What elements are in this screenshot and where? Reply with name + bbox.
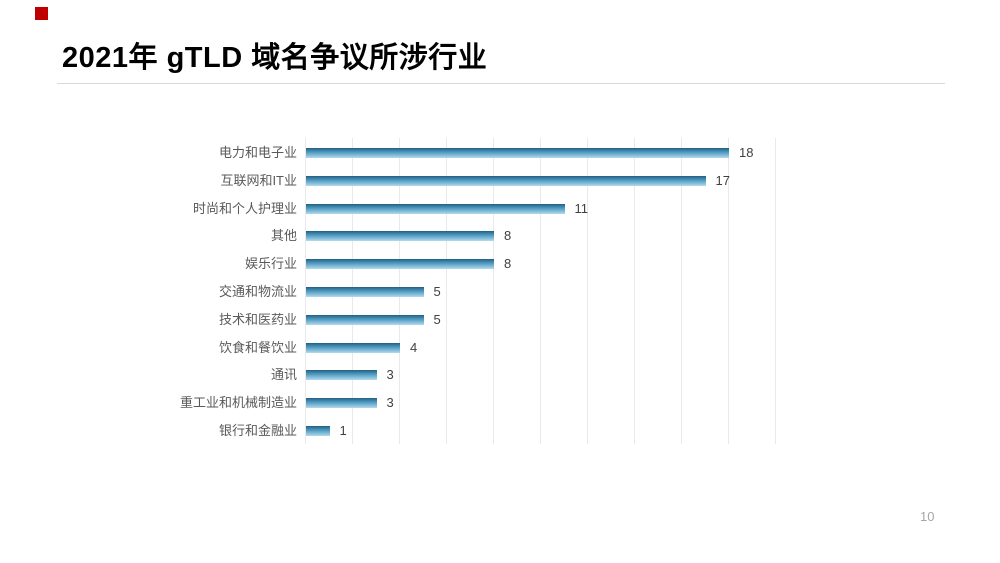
bar — [306, 148, 729, 158]
category-label: 交通和物流业 — [218, 284, 297, 299]
category-label: 通讯 — [270, 367, 297, 383]
chart-row: 银行和金融业 1 — [60, 417, 790, 445]
chart-row: 重工业和机械制造业 3 — [60, 389, 790, 417]
category-label: 电力和电子业 — [218, 145, 297, 160]
bar — [306, 259, 494, 270]
chart-row: 技术和医药业 5 — [60, 306, 790, 334]
category-label: 技术和医药业 — [218, 311, 297, 327]
gridline — [305, 138, 306, 444]
gridline — [540, 138, 541, 444]
gridline — [634, 138, 635, 444]
value-label: 8 — [504, 256, 512, 272]
category-label: 其他 — [270, 228, 297, 244]
bar — [306, 398, 377, 409]
gridline — [775, 138, 776, 444]
category-label: 重工业和机械制造业 — [179, 395, 297, 411]
gridline — [587, 138, 588, 444]
gridline — [681, 138, 682, 444]
bar — [306, 426, 330, 436]
value-label: 8 — [504, 228, 512, 244]
value-label: 1 — [339, 423, 347, 438]
value-label: 5 — [433, 284, 441, 299]
bar — [306, 231, 494, 242]
bar — [306, 203, 565, 214]
chart-row: 互联网和IT业 17 — [60, 167, 790, 195]
value-label: 5 — [433, 311, 441, 327]
brand-accent-square — [35, 7, 48, 20]
bar — [306, 175, 706, 186]
title-divider — [57, 83, 945, 84]
chart-row: 其他 8 — [60, 222, 790, 250]
value-label: 17 — [715, 172, 730, 188]
value-label: 3 — [386, 395, 394, 411]
gridline — [728, 138, 729, 444]
value-label: 18 — [739, 145, 754, 160]
gridline — [493, 138, 494, 444]
category-label: 娱乐行业 — [244, 256, 297, 272]
chart-row: 通讯 3 — [60, 361, 790, 389]
category-label: 饮食和餐饮业 — [218, 339, 297, 355]
value-label: 3 — [386, 367, 394, 383]
bar — [306, 370, 377, 381]
chart-row: 饮食和餐饮业 4 — [60, 334, 790, 362]
page-number: 10 — [920, 509, 935, 524]
gridline — [446, 138, 447, 444]
value-label: 4 — [410, 339, 418, 355]
category-label: 银行和金融业 — [218, 423, 297, 438]
page-title: 2021年 gTLD 域名争议所涉行业 — [62, 42, 488, 74]
industry-bar-chart: 电力和电子业 18 互联网和IT业 17 时尚和个人护理业 11 其他 8 娱乐行业 8 交通和物流… — [60, 138, 790, 444]
bar — [306, 342, 400, 353]
chart-row: 交通和物流业 5 — [60, 278, 790, 306]
value-label: 11 — [574, 200, 589, 216]
chart-row: 时尚和个人护理业 11 — [60, 195, 790, 223]
category-label: 时尚和个人护理业 — [192, 200, 297, 216]
category-label: 互联网和IT业 — [220, 172, 297, 188]
bar — [306, 287, 424, 297]
chart-row: 娱乐行业 8 — [60, 250, 790, 278]
bar — [306, 314, 424, 325]
chart-row: 电力和电子业 18 — [60, 139, 790, 167]
